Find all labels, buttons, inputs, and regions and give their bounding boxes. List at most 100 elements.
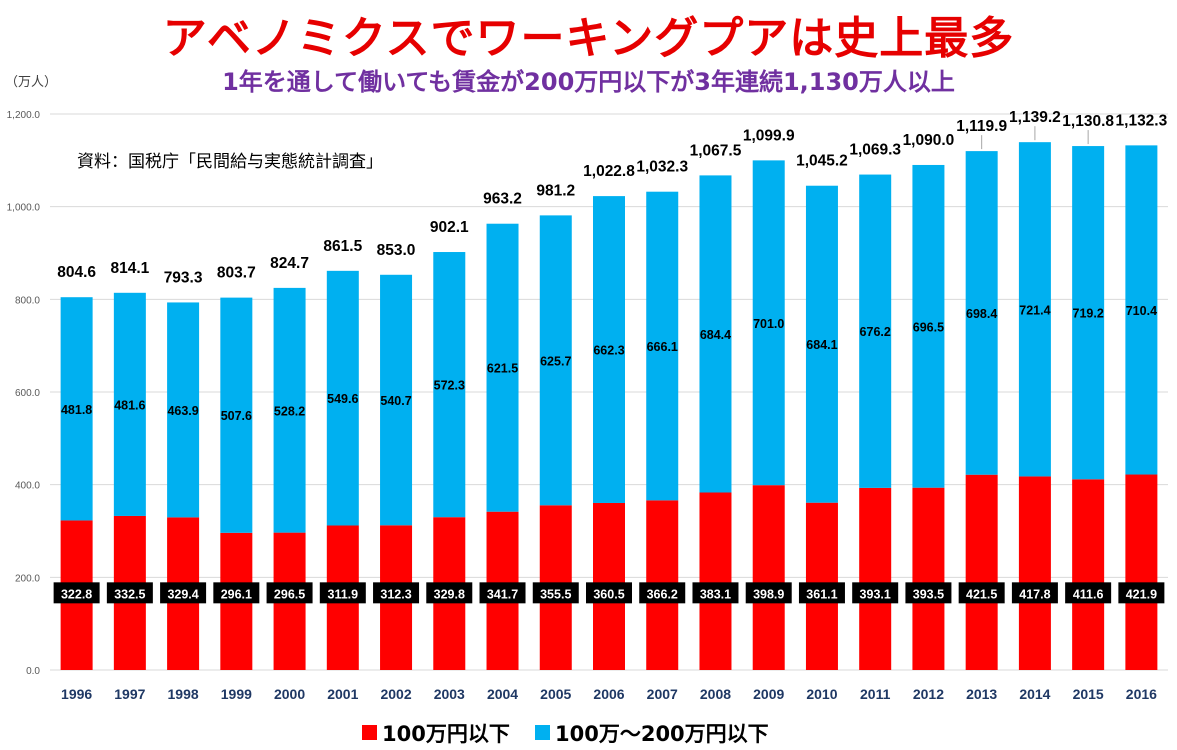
data-label-box — [905, 582, 952, 604]
total-label: 804.6 — [57, 264, 96, 281]
total-label: 861.5 — [323, 238, 362, 255]
data-label-box — [479, 582, 526, 604]
x-tick-label: 2004 — [487, 686, 518, 702]
data-label-100-200man: 684.1 — [806, 338, 837, 352]
total-label: 814.1 — [110, 260, 149, 277]
x-tick-label: 2012 — [913, 686, 944, 702]
data-label-box — [426, 582, 473, 604]
x-tick-label: 2008 — [700, 686, 731, 702]
data-label-under-100man: 296.1 — [221, 587, 252, 601]
legend-swatch — [535, 725, 550, 740]
bar-segment-100-200man — [486, 223, 519, 512]
data-label-box — [1011, 582, 1058, 604]
data-label-box — [532, 582, 579, 604]
bar-segment-100-200man — [1125, 145, 1158, 475]
x-tick-label: 2006 — [593, 686, 624, 702]
bar-segment-under-100man — [965, 474, 998, 670]
data-label-under-100man: 421.5 — [966, 587, 997, 601]
total-label: 853.0 — [377, 242, 416, 259]
data-label-under-100man: 355.5 — [540, 587, 571, 601]
x-tick-label: 2009 — [753, 686, 784, 702]
bar-segment-100-200man — [593, 196, 625, 503]
bar-segment-100-200man — [1018, 142, 1051, 477]
x-tick-label: 2000 — [274, 686, 305, 702]
x-tick-label: 2011 — [860, 686, 891, 702]
data-label-under-100man: 411.6 — [1073, 587, 1104, 601]
legend-swatch — [362, 725, 377, 740]
data-label-box — [106, 582, 153, 604]
bar-segment-under-100man — [752, 485, 785, 670]
data-label-100-200man: 710.4 — [1126, 304, 1157, 318]
total-label: 1,090.0 — [903, 132, 955, 149]
bar-segment-under-100man — [1018, 476, 1051, 670]
x-tick-label: 2016 — [1126, 686, 1157, 702]
data-label-box — [319, 582, 366, 604]
data-label-100-200man: 463.9 — [167, 404, 198, 418]
y-tick-label: 400.0 — [15, 481, 40, 492]
y-axis-unit: （万人） — [5, 74, 57, 89]
data-label-100-200man: 540.7 — [380, 394, 411, 408]
data-label-100-200man: 721.4 — [1019, 303, 1050, 317]
data-label-under-100man: 383.1 — [700, 587, 731, 601]
bar-segment-100-200man — [220, 297, 253, 533]
data-label-box — [692, 582, 739, 604]
bar-segment-under-100man — [1125, 474, 1158, 670]
x-tick-label: 2014 — [1019, 686, 1050, 702]
data-label-100-200man: 666.1 — [647, 340, 678, 354]
data-label-under-100man: 417.8 — [1019, 587, 1050, 601]
total-label: 1,032.3 — [636, 159, 688, 176]
data-label-100-200man: 719.2 — [1073, 307, 1104, 321]
data-label-under-100man: 329.4 — [167, 587, 198, 601]
y-tick-label: 0.0 — [26, 666, 40, 677]
total-label: 793.3 — [164, 269, 203, 286]
chart-title: アベノミクスでワーキングプアは史上最多 — [162, 13, 1015, 64]
data-label-box — [586, 582, 632, 604]
total-label: 1,022.8 — [583, 163, 635, 180]
bar-segment-100-200man — [699, 175, 732, 493]
y-tick-label: 200.0 — [15, 573, 40, 584]
x-tick-label: 2010 — [806, 686, 837, 702]
total-label: 803.7 — [217, 265, 256, 282]
data-label-box — [798, 582, 845, 604]
total-label: 1,132.3 — [1116, 112, 1168, 129]
total-label: 1,130.8 — [1062, 113, 1114, 130]
data-label-100-200man: 481.6 — [114, 398, 145, 412]
bar-segment-under-100man — [912, 487, 945, 670]
bar-segment-100-200man — [167, 302, 200, 518]
total-label: 824.7 — [270, 255, 309, 272]
y-tick-label: 1,000.0 — [7, 203, 41, 214]
data-label-box — [745, 582, 792, 604]
bar-segment-100-200man — [752, 160, 785, 486]
legend-label: 100万～200万円以下 — [555, 722, 769, 746]
bar-segment-100-200man — [1072, 146, 1105, 480]
source-note: 資料：国税庁「民間給与実態統計調査」 — [77, 152, 383, 172]
data-label-100-200man: 696.5 — [913, 320, 944, 334]
total-label: 1,045.2 — [796, 153, 848, 170]
x-tick-label: 1999 — [221, 686, 252, 702]
data-label-under-100man: 311.9 — [328, 587, 359, 601]
y-tick-label: 1,200.0 — [7, 110, 41, 121]
data-label-box — [639, 582, 686, 604]
total-label: 981.2 — [536, 182, 575, 199]
x-tick-label: 2013 — [966, 686, 997, 702]
data-label-box — [1065, 582, 1112, 604]
data-label-100-200man: 621.5 — [487, 362, 518, 376]
data-label-box — [1118, 582, 1165, 604]
bar-segment-under-100man — [859, 487, 892, 670]
x-tick-label: 1998 — [168, 686, 199, 702]
data-label-under-100man: 312.3 — [380, 587, 411, 601]
x-tick-label: 2007 — [647, 686, 678, 702]
data-label-box — [266, 582, 313, 604]
data-label-box — [373, 582, 420, 604]
bar-segment-100-200man — [326, 270, 359, 526]
data-label-under-100man: 322.8 — [61, 587, 92, 601]
x-tick-label: 2003 — [434, 686, 465, 702]
data-label-under-100man: 296.5 — [274, 587, 305, 601]
x-tick-label: 1996 — [61, 686, 92, 702]
bar-segment-100-200man — [273, 287, 306, 533]
x-tick-label: 2002 — [380, 686, 411, 702]
bar-segment-under-100man — [1072, 479, 1105, 670]
bar-segment-under-100man — [699, 492, 732, 670]
bar-segment-100-200man — [805, 185, 838, 503]
bar-segment-100-200man — [113, 292, 146, 516]
